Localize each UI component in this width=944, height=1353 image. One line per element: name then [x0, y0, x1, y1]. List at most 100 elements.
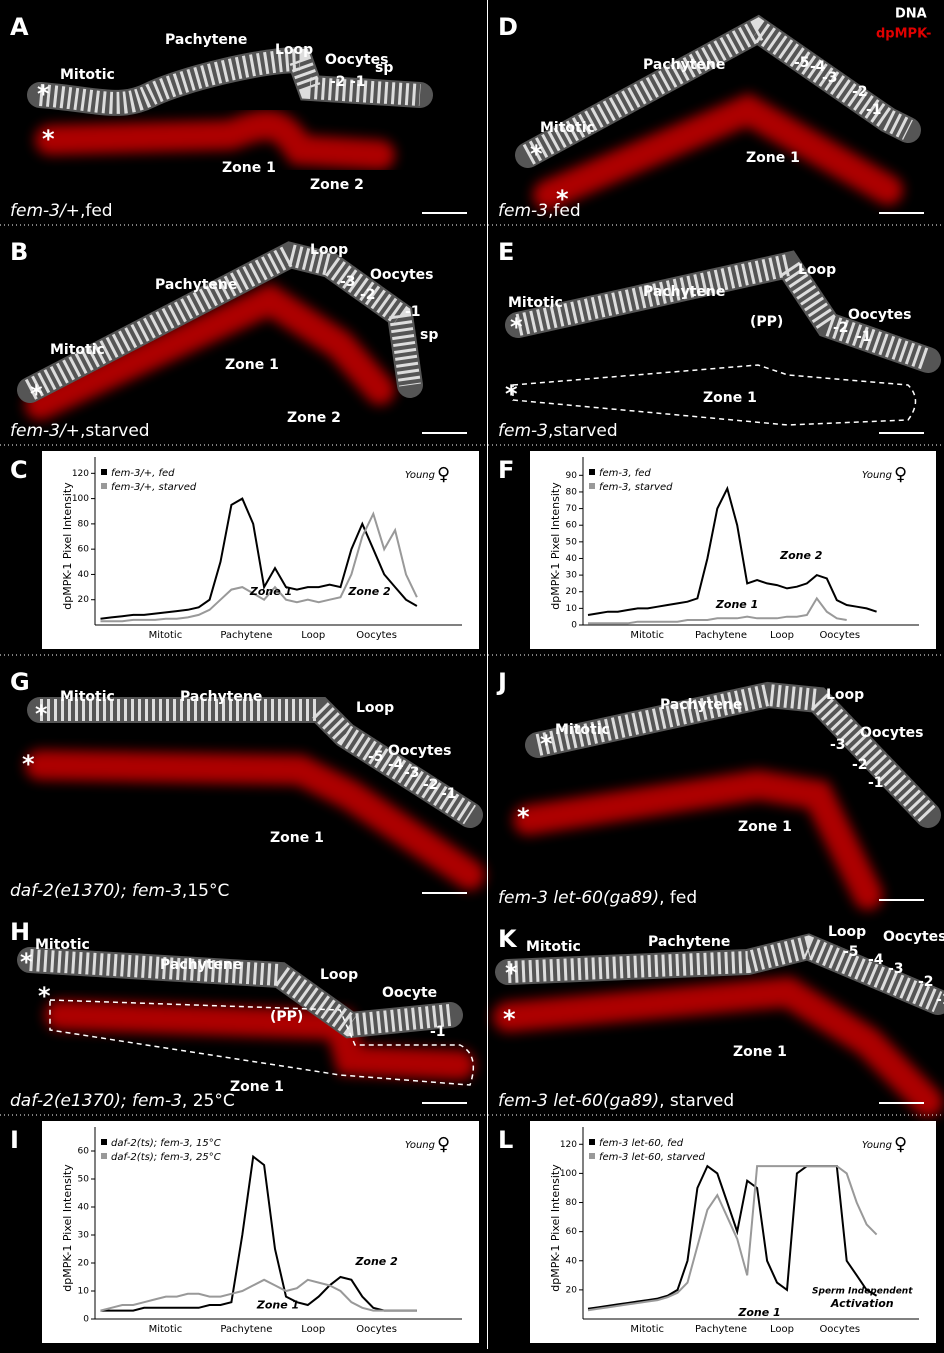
zone-annotation: Zone 2: [779, 549, 823, 562]
panel-letter: K: [498, 925, 518, 953]
caption-condition: ,starved: [80, 421, 150, 441]
region-label: Oocytes: [819, 1324, 860, 1335]
y-tick-label: 60: [78, 545, 90, 555]
y-axis-label: dpMPK-1 Pixel Intensity: [61, 1164, 74, 1292]
image-label: -4: [388, 757, 404, 773]
image-label: -2: [360, 287, 376, 303]
image-label: Mitotic: [50, 342, 105, 358]
y-tick-label: 80: [78, 519, 90, 529]
image-label: Zone 2: [287, 410, 341, 426]
y-tick-label: 120: [560, 1140, 577, 1150]
image-label: Mitotic: [526, 939, 581, 955]
region-label: Loop: [770, 1324, 794, 1335]
region-label: Oocytes: [819, 630, 860, 641]
zone-annotation: Zone 2: [354, 1255, 398, 1268]
sex-label: Young: [405, 1140, 435, 1151]
y-axis-label: dpMPK-1 Pixel Intensity: [549, 1164, 562, 1292]
y-tick-label: 40: [566, 1256, 578, 1266]
y-tick-label: 120: [72, 469, 89, 479]
panel-letter: C: [10, 456, 28, 484]
region-label: Loop: [770, 630, 794, 641]
image-label: Mitotic: [540, 120, 595, 136]
legend-label: fem-3 let-60, starved: [599, 1152, 706, 1163]
caption-genotype: daf-2(e1370); fem-3: [10, 881, 182, 901]
image-label: Pachytene: [660, 697, 742, 713]
y-tick-label: 30: [566, 571, 578, 581]
image-label: -5: [368, 749, 384, 765]
panel-letter: L: [498, 1126, 513, 1154]
image-label: -4: [868, 952, 884, 968]
image-label: Oocytes: [848, 307, 911, 323]
panel-letter: E: [498, 238, 514, 266]
y-tick-label: 80: [566, 1198, 578, 1208]
region-label: Pachytene: [220, 630, 272, 641]
image-label: -1: [936, 992, 944, 1008]
image-label: *: [517, 803, 530, 831]
y-tick-label: 20: [78, 595, 90, 605]
figure: AMitoticPachyteneLoopOocytes-2-1spZone 1…: [0, 0, 944, 1349]
y-tick-label: 70: [566, 504, 578, 514]
y-tick-label: 60: [566, 521, 578, 531]
y-tick-label: 40: [78, 1203, 90, 1213]
y-tick-label: 20: [566, 1285, 578, 1295]
zone-annotation: Zone 1: [256, 1299, 299, 1312]
image-label: -2: [852, 84, 868, 100]
y-axis-label: dpMPK-1 Pixel Intensity: [549, 482, 562, 610]
image-label: -5: [843, 944, 859, 960]
legend-swatch: [101, 1139, 107, 1145]
y-tick-label: 20: [78, 1259, 90, 1269]
caption: fem-3,starved: [498, 421, 618, 441]
image-label: *: [20, 948, 33, 976]
caption: fem-3/+,fed: [10, 201, 113, 221]
image-label: Loop: [320, 967, 358, 983]
zone-annotation: Zone 1: [737, 1306, 780, 1319]
image-label: Loop: [356, 700, 394, 716]
image-label: sp: [420, 327, 438, 343]
y-tick-label: 60: [78, 1147, 90, 1157]
zone-annotation: Zone 1: [715, 598, 758, 611]
caption-genotype: fem-3/+: [10, 421, 80, 441]
legend-swatch: [101, 483, 107, 489]
y-tick-label: 30: [78, 1231, 90, 1241]
image-label: Loop: [828, 924, 866, 940]
legend-label: daf-2(ts); fem-3, 25°C: [111, 1152, 221, 1163]
caption: daf-2(e1370); fem-3, 25°C: [10, 1091, 235, 1111]
legend-label: fem-3, starved: [599, 482, 673, 493]
image-label: Oocyte: [382, 985, 437, 1001]
image-label: (PP): [270, 1009, 303, 1025]
image-label: *: [38, 982, 51, 1010]
image-label: Mitotic: [508, 295, 563, 311]
image-label: -3: [340, 274, 356, 290]
image-label: -1: [430, 1024, 446, 1040]
sex-symbol: ♀: [894, 1134, 907, 1155]
image-label: -2: [918, 974, 934, 990]
image-label: Zone 1: [746, 150, 800, 166]
image-label: Zone 1: [230, 1079, 284, 1095]
panel-letter: D: [498, 13, 518, 41]
image-label: Pachytene: [643, 57, 725, 73]
legend-swatch: [589, 1153, 595, 1159]
image-label: -2: [852, 757, 868, 773]
sex-symbol: ♀: [894, 464, 907, 485]
image-label: *: [35, 700, 48, 728]
legend-swatch: [589, 483, 595, 489]
legend-swatch: [101, 469, 107, 475]
image-label: Mitotic: [60, 67, 115, 83]
image-label: *: [503, 1005, 516, 1033]
caption-condition: ,fed: [548, 201, 581, 221]
image-label: Zone 1: [270, 830, 324, 846]
y-tick-label: 60: [566, 1227, 578, 1237]
caption-genotype: fem-3 let-60(ga89): [498, 888, 659, 908]
image-label: Zone 1: [703, 390, 757, 406]
chart-panel: FdpMPK-1 Pixel IntensityMitoticPachytene…: [498, 451, 936, 649]
image-label: Pachytene: [160, 957, 242, 973]
caption-genotype: fem-3 let-60(ga89): [498, 1091, 659, 1111]
y-tick-label: 20: [566, 587, 578, 597]
panel-letter: J: [496, 668, 507, 696]
legend-label: fem-3 let-60, fed: [599, 1138, 684, 1149]
image-label: Oocytes: [370, 267, 433, 283]
image-label: -3: [830, 737, 846, 753]
panel-letter: I: [10, 1126, 19, 1154]
